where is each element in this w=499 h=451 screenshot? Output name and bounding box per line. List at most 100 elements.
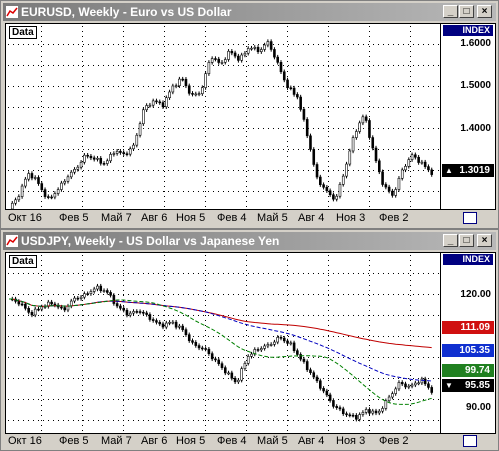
close-button[interactable]: ×	[477, 5, 492, 18]
grid-dot	[403, 65, 404, 66]
close-button[interactable]: ×	[477, 234, 492, 247]
candle-body	[233, 52, 237, 57]
grid-dot	[78, 336, 79, 337]
grid-dot	[410, 280, 411, 281]
eurusd-titlebar[interactable]: EURUSD, Weekly - Euro vs US Dollar _ □ ×	[3, 3, 496, 21]
eurusd-price-axis[interactable]: INDEX 1.6000 1.5000 1.4000 ▲ 1.3019	[441, 23, 496, 210]
candle-body	[279, 337, 283, 339]
grid-dot	[313, 336, 314, 337]
grid-dot	[328, 26, 329, 27]
scroll-to-end-button[interactable]	[463, 435, 477, 447]
grid-dot	[88, 170, 89, 171]
grid-dot	[82, 260, 83, 261]
grid-dot	[208, 336, 209, 337]
grid-dot	[41, 86, 42, 87]
maximize-button[interactable]: □	[459, 5, 474, 18]
grid-dot	[33, 357, 34, 358]
grid-dot	[13, 128, 14, 129]
grid-dot	[58, 357, 59, 358]
grid-dot	[123, 116, 124, 117]
grid-dot	[148, 107, 149, 108]
grid-dot	[246, 355, 247, 356]
grid-dot	[82, 265, 83, 266]
grid-dot	[48, 315, 49, 316]
grid-dot	[133, 107, 134, 108]
grid-dot	[28, 273, 29, 274]
grid-dot	[293, 170, 294, 171]
grid-dot	[410, 46, 411, 47]
candle-body	[132, 311, 135, 314]
usdjpy-titlebar[interactable]: USDJPY, Weekly - US Dollar vs Japanese Y…	[3, 232, 496, 250]
grid-dot	[41, 26, 42, 27]
candle-body	[37, 308, 40, 311]
maximize-button[interactable]: □	[459, 234, 474, 247]
grid-dot	[328, 280, 329, 281]
grid-dot	[164, 36, 165, 37]
grid-dot	[82, 121, 83, 122]
grid-dot	[410, 390, 411, 391]
candle-body	[351, 137, 355, 152]
eurusd-plot-area[interactable]: Data	[5, 23, 441, 210]
grid-dot	[123, 295, 124, 296]
grid-dot	[82, 355, 83, 356]
grid-dot	[343, 107, 344, 108]
ma-green-tag: 99.74	[442, 364, 494, 377]
grid-dot	[228, 273, 229, 274]
candle-body	[142, 311, 145, 314]
grid-dot	[123, 335, 124, 336]
grid-dot	[183, 315, 184, 316]
x-tick: Ноя 5	[176, 212, 206, 224]
grid-dot	[33, 378, 34, 379]
minimize-button[interactable]: _	[443, 5, 458, 18]
grid-dot	[68, 107, 69, 108]
grid-dot	[123, 176, 124, 177]
grid-dot	[369, 181, 370, 182]
grid-dot	[205, 176, 206, 177]
usdjpy-price-axis[interactable]: INDEX 120.00 90.00 111.09 105.35 99.74 ▼…	[441, 252, 496, 434]
grid-dot	[410, 420, 411, 421]
grid-dot	[41, 146, 42, 147]
grid-dot	[168, 273, 169, 274]
usdjpy-plot-area[interactable]: Data	[5, 252, 441, 434]
grid-dot	[128, 357, 129, 358]
grid-dot	[368, 86, 369, 87]
grid-dot	[82, 131, 83, 132]
grid-dot	[178, 128, 179, 129]
grid-dot	[123, 425, 124, 426]
grid-dot	[123, 171, 124, 172]
usdjpy-candles	[8, 255, 439, 431]
candle-body	[50, 196, 53, 199]
grid-dot	[168, 420, 169, 421]
grid-dot	[208, 44, 209, 45]
grid-dot	[273, 65, 274, 66]
grid-dot	[78, 170, 79, 171]
grid-dot	[28, 170, 29, 171]
grid-dot	[403, 191, 404, 192]
grid-dot	[82, 405, 83, 406]
grid-dot	[287, 265, 288, 266]
grid-dot	[123, 280, 124, 281]
candle-body	[391, 190, 394, 196]
grid-dot	[283, 420, 284, 421]
minimize-button[interactable]: _	[443, 234, 458, 247]
grid-dot	[246, 375, 247, 376]
grid-dot	[205, 335, 206, 336]
grid-dot	[193, 273, 194, 274]
grid-dot	[368, 357, 369, 358]
grid-dot	[246, 56, 247, 57]
grid-dot	[328, 265, 329, 266]
grid-dot	[343, 399, 344, 400]
candle-body	[138, 123, 142, 136]
grid-dot	[98, 65, 99, 66]
grid-dot	[223, 357, 224, 358]
grid-dot	[287, 136, 288, 137]
grid-dot	[233, 294, 234, 295]
grid-dot	[148, 315, 149, 316]
grid-dot	[198, 170, 199, 171]
x-tick: Май 7	[101, 212, 132, 224]
grid-dot	[73, 294, 74, 295]
grid-dot	[41, 101, 42, 102]
scroll-to-end-button[interactable]	[463, 212, 477, 224]
grid-dot	[41, 96, 42, 97]
grid-dot	[383, 107, 384, 108]
